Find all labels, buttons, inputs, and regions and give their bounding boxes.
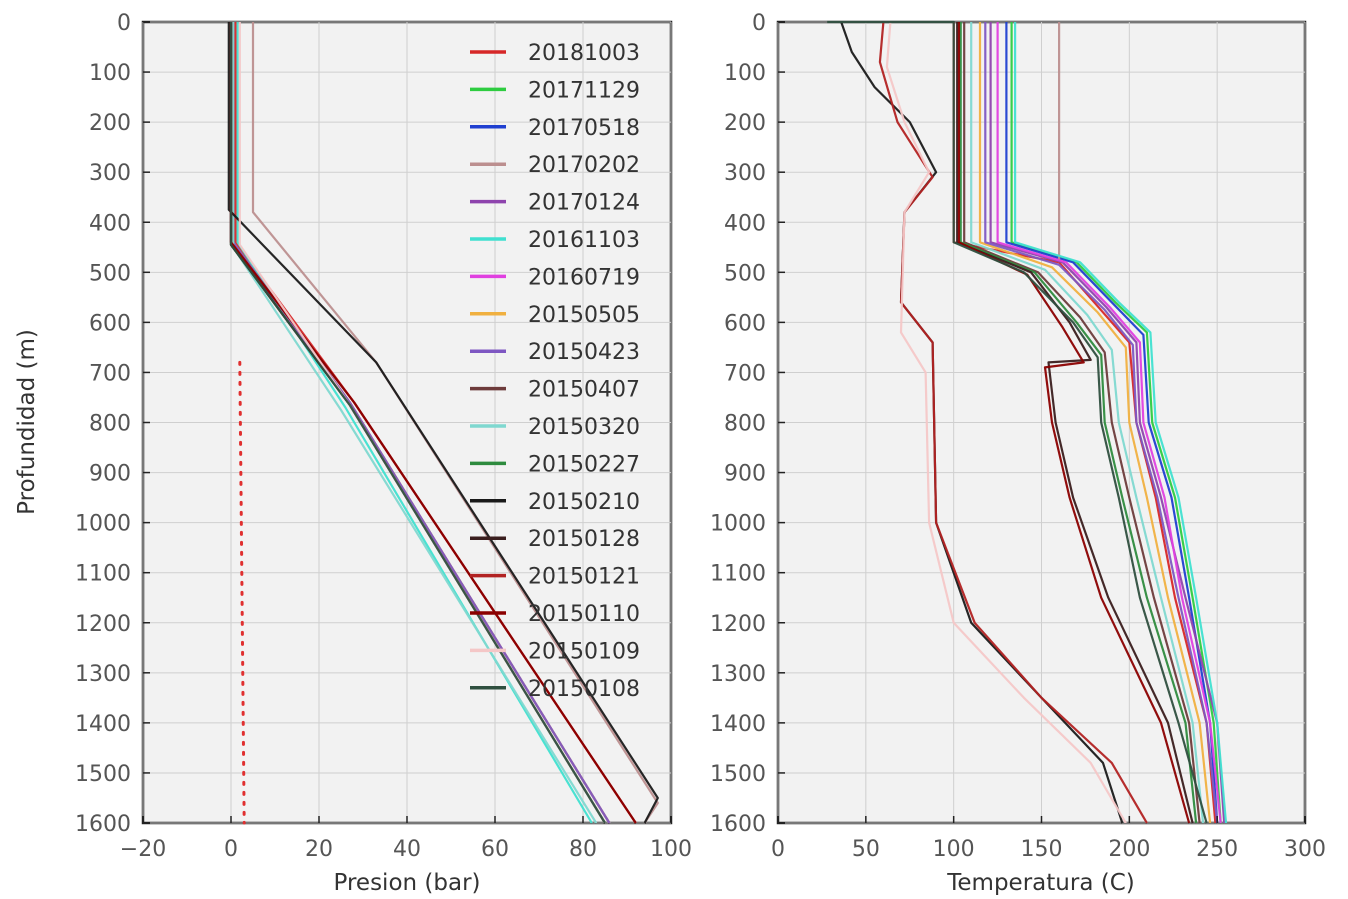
legend-label: 20150109 [528, 639, 640, 664]
temperature-series-line-20150423 [984, 22, 1219, 824]
temperature-series-line-20150121 [878, 21, 1148, 824]
pressure-x-tick-label: 20 [305, 837, 333, 862]
temperature-x-tick-label: 200 [1108, 837, 1150, 862]
legend-label: 20150121 [528, 565, 640, 590]
temperature-series-line-20150505 [978, 22, 1212, 824]
pressure-y-ticks: 0 100 200 300 400 500 600 700 800 900 1000 1100 1200… [75, 11, 150, 837]
legend-label: 20150505 [528, 303, 640, 328]
pressure-y-tick-label: 1400 [75, 712, 131, 737]
pressure-legend: 20181003 20171129 20170518 20170202 20170124… [470, 41, 640, 702]
pressure-x-tick-label: 100 [650, 837, 692, 862]
legend-label: 20150128 [528, 527, 640, 552]
legend-label: 20150210 [528, 490, 640, 515]
temperature-series-line-20170518 [1005, 22, 1219, 824]
legend-label: 20150110 [528, 602, 640, 627]
temperature-y-tick-label: 0 [752, 11, 766, 36]
temperature-y-tick-label: 1000 [710, 512, 766, 537]
temperature-x-tick-label: 250 [1196, 837, 1238, 862]
legend-label: 20150108 [528, 677, 640, 702]
temperature-y-tick-label: 300 [724, 161, 766, 186]
temperature-y-tick-label: 900 [724, 462, 766, 487]
pressure-y-tick-label: 1200 [75, 612, 131, 637]
legend-label: 20161103 [528, 228, 640, 253]
temperature-series-line-20161103 [1014, 22, 1228, 824]
pressure-x-tick-label: −20 [120, 837, 166, 862]
temperature-series-line-20150407 [963, 22, 1201, 824]
temperature-series-line-20150128 [956, 22, 1194, 824]
temperature-series-line-20150109 [885, 21, 1127, 824]
temperature-x-axis-label: Temperatura (C) [946, 870, 1134, 896]
temperature-y-tick-label: 700 [724, 361, 766, 386]
temperature-y-tick-label: 800 [724, 412, 766, 437]
temperature-y-tick-label: 1300 [710, 662, 766, 687]
legend-label: 20170124 [528, 191, 640, 216]
pressure-x-axis-label: Presion (bar) [334, 870, 481, 896]
temperature-x-ticks: 0 50 100 150 200 250 300 [771, 816, 1326, 862]
pressure-y-tick-label: 1000 [75, 512, 131, 537]
temperature-y-tick-label: 1600 [710, 812, 766, 837]
temperature-x-tick-label: 100 [933, 837, 975, 862]
temperature-y-ticks: 0 100 200 300 400 500 600 700 800 900 1000 1100 1200… [710, 11, 785, 837]
pressure-series-line-20150210 [227, 22, 659, 824]
pressure-x-tick-label: 0 [224, 837, 238, 862]
pressure-y-tick-label: 700 [89, 361, 131, 386]
pressure-y-tick-label: 900 [89, 462, 131, 487]
pressure-y-tick-label: 1600 [75, 812, 131, 837]
pressure-chart: 20181003 20171129 20170518 20170202 20170124… [14, 11, 692, 896]
temperature-series-line-20150108 [827, 20, 1208, 824]
temperature-x-tick-label: 300 [1284, 837, 1326, 862]
temperature-y-tick-label: 600 [724, 311, 766, 336]
pressure-y-tick-label: 500 [89, 261, 131, 286]
pressure-y-tick-label: 800 [89, 412, 131, 437]
legend-label: 20171129 [528, 78, 640, 103]
temperature-series-line-20150320 [970, 22, 1205, 824]
pressure-series-line-20150320 [232, 22, 598, 824]
temperature-series-line-20150227 [959, 22, 1198, 824]
temperature-series-line-20160719 [996, 22, 1222, 824]
pressure-y-tick-label: 1300 [75, 662, 131, 687]
pressure-y-axis-label: Profundidad (m) [14, 329, 40, 515]
legend-label: 20170202 [528, 153, 640, 178]
legend-label: 20170518 [528, 116, 640, 141]
temperature-y-tick-label: 1500 [710, 762, 766, 787]
temperature-x-tick-label: 0 [771, 837, 785, 862]
temperature-chart: 0 50 100 150 200 250 300 0 100 200 300 400 500 600 70… [710, 11, 1326, 896]
temperature-x-tick-label: 50 [852, 837, 880, 862]
pressure-dotted-reference-line [238, 360, 246, 825]
pressure-x-tick-label: 40 [393, 837, 421, 862]
legend-label: 20150320 [528, 415, 640, 440]
temperature-y-tick-label: 400 [724, 211, 766, 236]
pressure-y-tick-label: 1500 [75, 762, 131, 787]
legend-label: 20181003 [528, 41, 640, 66]
legend-label: 20150407 [528, 378, 640, 403]
temperature-y-tick-label: 500 [724, 261, 766, 286]
temperature-y-tick-label: 1400 [710, 712, 766, 737]
pressure-y-tick-label: 1100 [75, 562, 131, 587]
pressure-y-tick-label: 100 [89, 61, 131, 86]
legend-label: 20160719 [528, 265, 640, 290]
pressure-y-tick-label: 200 [89, 111, 131, 136]
legend-label: 20150423 [528, 340, 640, 365]
temperature-y-tick-label: 200 [724, 111, 766, 136]
temperature-y-tick-label: 1200 [710, 612, 766, 637]
pressure-x-tick-label: 60 [481, 837, 509, 862]
pressure-y-tick-label: 600 [89, 311, 131, 336]
temperature-grid [777, 21, 1306, 824]
pressure-y-tick-label: 400 [89, 211, 131, 236]
temperature-series [827, 20, 1228, 824]
temperature-series-line-20170124 [989, 22, 1226, 824]
pressure-y-tick-label: 300 [89, 161, 131, 186]
pressure-x-ticks: −20 0 20 40 60 80 100 [120, 816, 692, 862]
temperature-y-tick-label: 100 [724, 61, 766, 86]
legend-label: 20150227 [528, 452, 640, 477]
pressure-y-tick-label: 0 [117, 11, 131, 36]
temperature-y-tick-label: 1100 [710, 562, 766, 587]
temperature-x-tick-label: 150 [1021, 837, 1063, 862]
pressure-x-tick-label: 80 [569, 837, 597, 862]
